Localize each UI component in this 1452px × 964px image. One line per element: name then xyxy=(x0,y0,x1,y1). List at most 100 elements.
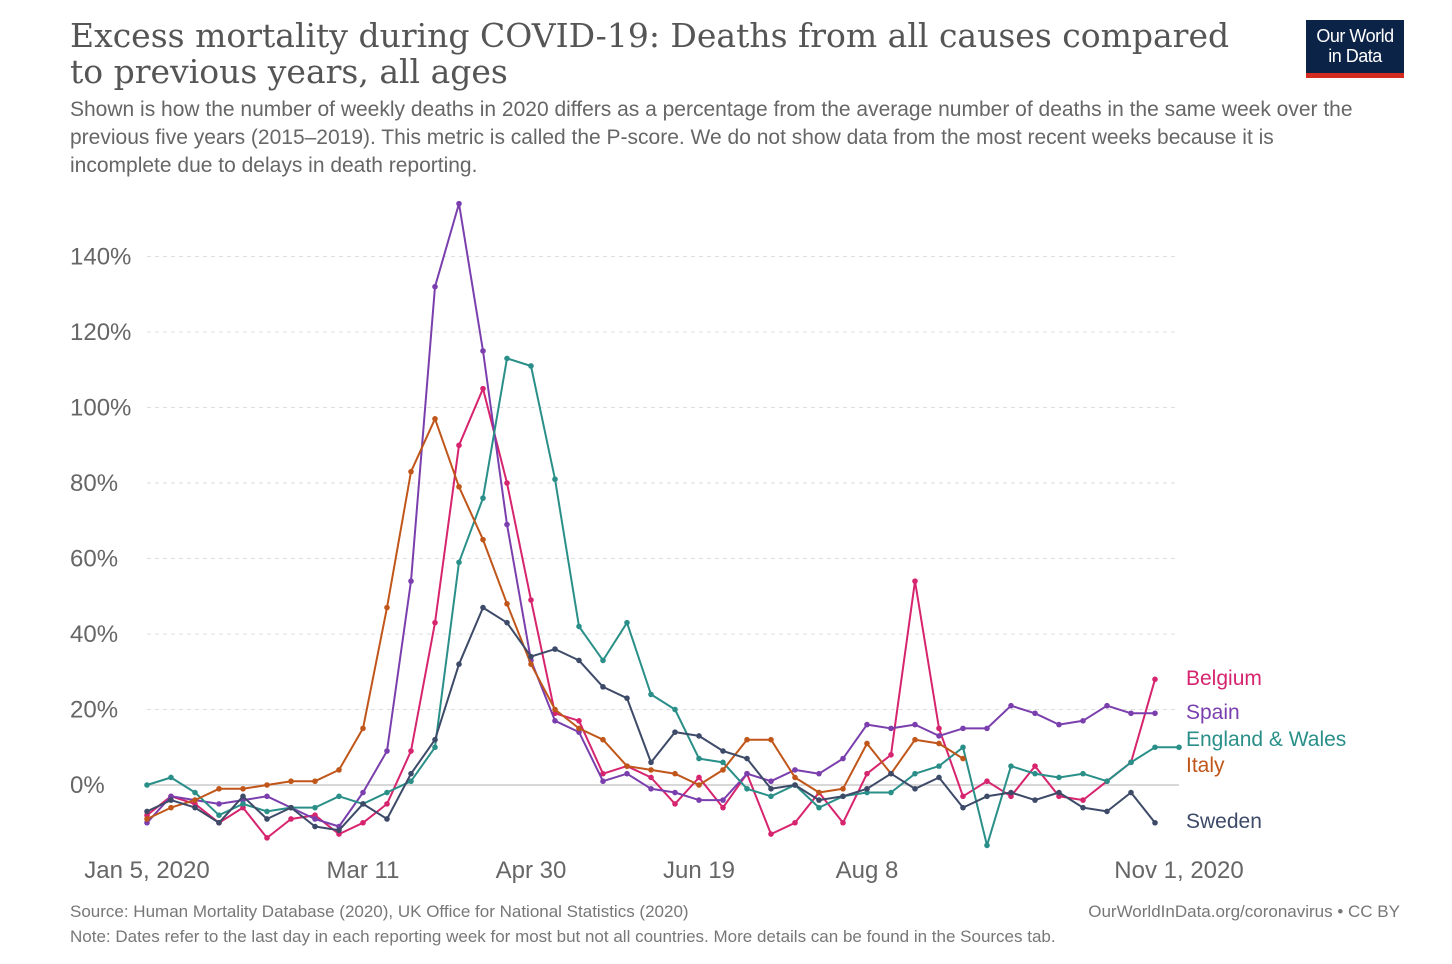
data-point[interactable] xyxy=(384,604,390,611)
data-point[interactable] xyxy=(216,785,222,792)
data-point[interactable] xyxy=(360,725,366,732)
data-point[interactable] xyxy=(672,801,678,807)
data-point[interactable] xyxy=(696,733,702,739)
data-point[interactable] xyxy=(720,748,726,754)
data-point[interactable] xyxy=(984,725,990,732)
data-point[interactable] xyxy=(360,801,366,807)
data-point[interactable] xyxy=(1152,710,1158,717)
data-point[interactable] xyxy=(840,785,846,792)
data-point[interactable] xyxy=(792,774,798,781)
data-point[interactable] xyxy=(888,725,894,732)
data-point[interactable] xyxy=(312,778,318,785)
data-point[interactable] xyxy=(696,774,702,781)
data-point[interactable] xyxy=(144,816,150,822)
data-point[interactable] xyxy=(240,793,246,800)
data-point[interactable] xyxy=(936,725,942,732)
data-point[interactable] xyxy=(744,755,750,762)
data-point[interactable] xyxy=(648,691,654,698)
data-point[interactable] xyxy=(1080,770,1086,777)
data-point[interactable] xyxy=(432,619,438,626)
data-point[interactable] xyxy=(480,495,486,501)
data-point[interactable] xyxy=(696,782,702,788)
data-point[interactable] xyxy=(408,770,414,777)
data-point[interactable] xyxy=(480,536,486,543)
data-point[interactable] xyxy=(1104,808,1110,815)
legend-label-spain[interactable]: Spain xyxy=(1186,701,1240,724)
data-point[interactable] xyxy=(408,778,414,785)
data-point[interactable] xyxy=(816,770,822,777)
data-point[interactable] xyxy=(744,785,750,792)
data-point[interactable] xyxy=(936,774,942,781)
data-point[interactable] xyxy=(1008,789,1014,796)
data-point[interactable] xyxy=(408,748,414,754)
data-point[interactable] xyxy=(960,725,966,732)
data-point[interactable] xyxy=(144,808,150,815)
data-point[interactable] xyxy=(816,797,822,803)
data-point[interactable] xyxy=(480,604,486,611)
legend-label-england-wales[interactable]: England & Wales xyxy=(1186,728,1346,751)
data-point[interactable] xyxy=(528,363,534,369)
data-point[interactable] xyxy=(672,770,678,777)
data-point[interactable] xyxy=(696,755,702,762)
data-point[interactable] xyxy=(168,774,174,781)
data-point[interactable] xyxy=(192,804,198,811)
legend-label-sweden[interactable]: Sweden xyxy=(1186,810,1262,833)
data-point[interactable] xyxy=(600,778,606,785)
owid-logo[interactable]: Our World in Data xyxy=(1306,20,1404,78)
data-point[interactable] xyxy=(624,619,630,626)
data-point[interactable] xyxy=(888,770,894,777)
data-point[interactable] xyxy=(144,782,150,788)
data-point[interactable] xyxy=(576,725,582,732)
data-point[interactable] xyxy=(336,827,342,834)
data-point[interactable] xyxy=(480,348,486,354)
data-point[interactable] xyxy=(912,785,918,792)
data-point[interactable] xyxy=(792,767,798,773)
data-point[interactable] xyxy=(600,770,606,777)
data-point[interactable] xyxy=(264,782,270,788)
data-point[interactable] xyxy=(840,793,846,800)
data-point[interactable] xyxy=(552,718,558,724)
data-point[interactable] xyxy=(960,744,966,751)
data-point[interactable] xyxy=(960,804,966,811)
data-point[interactable] xyxy=(288,778,294,785)
data-point[interactable] xyxy=(984,842,990,849)
data-point[interactable] xyxy=(648,774,654,781)
data-point[interactable] xyxy=(312,823,318,830)
data-point[interactable] xyxy=(384,789,390,796)
data-point[interactable] xyxy=(1056,721,1062,728)
data-point[interactable] xyxy=(288,816,294,822)
data-point[interactable] xyxy=(576,657,582,664)
data-point[interactable] xyxy=(672,706,678,713)
data-point[interactable] xyxy=(528,653,534,660)
data-point[interactable] xyxy=(600,684,606,690)
data-point[interactable] xyxy=(576,623,582,630)
data-point[interactable] xyxy=(912,736,918,743)
data-point[interactable] xyxy=(864,785,870,792)
data-point[interactable] xyxy=(1128,789,1134,796)
data-point[interactable] xyxy=(192,797,198,803)
data-point[interactable] xyxy=(216,819,222,826)
series-sweden[interactable] xyxy=(144,604,1158,834)
data-point[interactable] xyxy=(816,789,822,796)
data-point[interactable] xyxy=(1176,744,1182,751)
data-point[interactable] xyxy=(1152,676,1158,683)
data-point[interactable] xyxy=(816,804,822,811)
data-point[interactable] xyxy=(768,736,774,743)
data-point[interactable] xyxy=(504,355,510,362)
series-italy[interactable] xyxy=(144,416,966,822)
data-point[interactable] xyxy=(1080,718,1086,724)
data-point[interactable] xyxy=(336,767,342,773)
data-point[interactable] xyxy=(792,782,798,788)
data-point[interactable] xyxy=(768,831,774,837)
legend-label-belgium[interactable]: Belgium xyxy=(1186,667,1262,690)
data-point[interactable] xyxy=(984,793,990,800)
data-point[interactable] xyxy=(1032,710,1038,717)
data-point[interactable] xyxy=(264,808,270,815)
data-point[interactable] xyxy=(216,812,222,818)
data-point[interactable] xyxy=(864,770,870,777)
data-point[interactable] xyxy=(216,801,222,807)
data-point[interactable] xyxy=(408,468,414,475)
data-point[interactable] xyxy=(1128,759,1134,766)
data-point[interactable] xyxy=(792,819,798,826)
data-point[interactable] xyxy=(1080,804,1086,811)
